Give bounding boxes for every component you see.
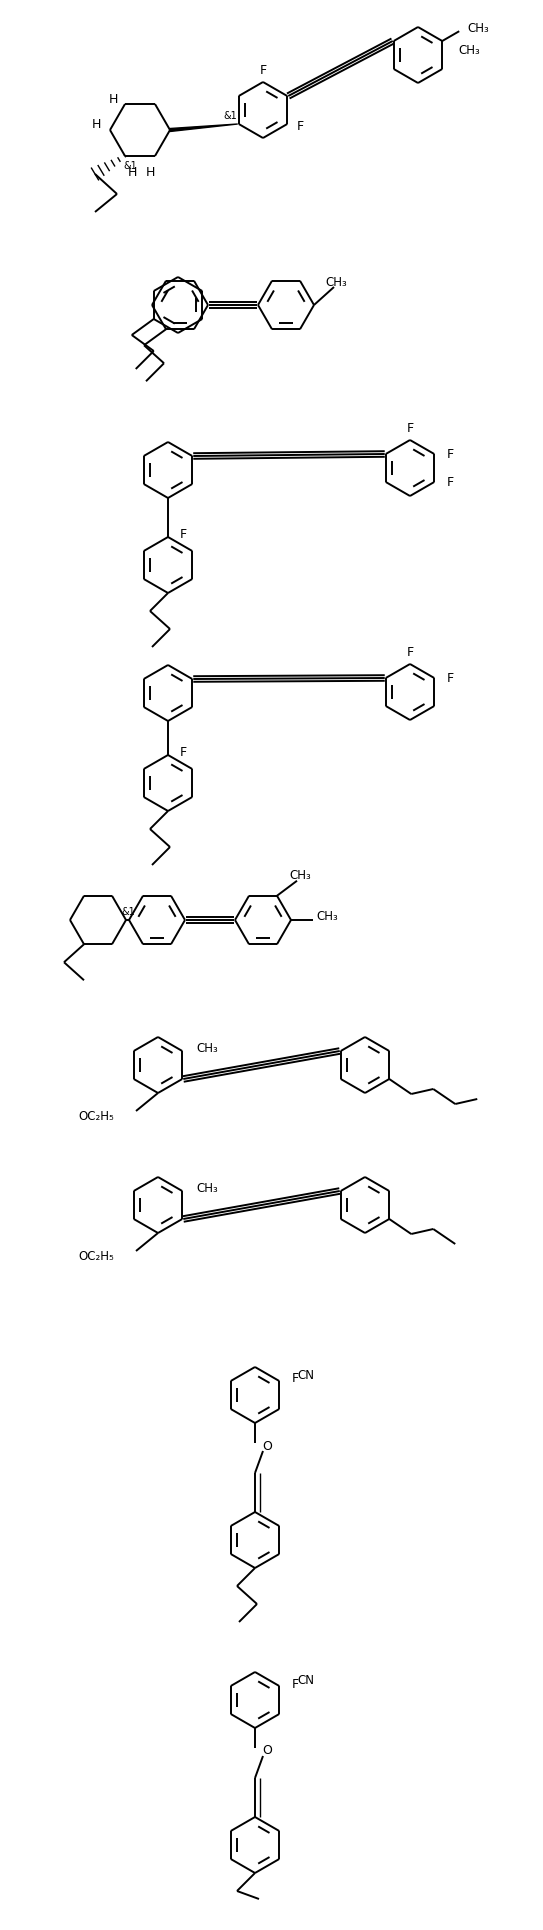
Text: CH₃: CH₃	[325, 276, 347, 288]
Text: H: H	[127, 166, 137, 178]
Text: H: H	[146, 166, 155, 178]
Text: OC₂H₅: OC₂H₅	[78, 1249, 114, 1262]
Text: CN: CN	[297, 1368, 314, 1382]
Text: F: F	[447, 475, 454, 488]
Text: &1: &1	[121, 907, 135, 917]
Text: O: O	[262, 1440, 272, 1453]
Text: F: F	[260, 64, 267, 77]
Text: F: F	[292, 1677, 299, 1691]
Text: OC₂H₅: OC₂H₅	[78, 1110, 114, 1123]
Text: F: F	[180, 745, 187, 758]
Text: H: H	[91, 118, 100, 131]
Text: CH₃: CH₃	[196, 1181, 218, 1195]
Text: &1: &1	[223, 112, 237, 122]
Text: CH₃: CH₃	[196, 1042, 218, 1054]
Text: F: F	[407, 423, 414, 436]
Text: CH₃: CH₃	[316, 911, 338, 923]
Text: CH₃: CH₃	[289, 868, 311, 882]
Text: CH₃: CH₃	[467, 21, 489, 35]
Text: CN: CN	[297, 1673, 314, 1687]
Text: O: O	[262, 1745, 272, 1758]
Text: H: H	[108, 93, 118, 106]
Text: F: F	[447, 448, 454, 461]
Text: &1: &1	[123, 160, 137, 172]
Text: F: F	[296, 120, 304, 133]
Polygon shape	[170, 124, 238, 131]
Text: CH₃: CH₃	[458, 44, 480, 56]
Text: F: F	[292, 1372, 299, 1386]
Text: F: F	[447, 672, 454, 685]
Text: F: F	[407, 647, 414, 660]
Text: F: F	[180, 527, 187, 540]
